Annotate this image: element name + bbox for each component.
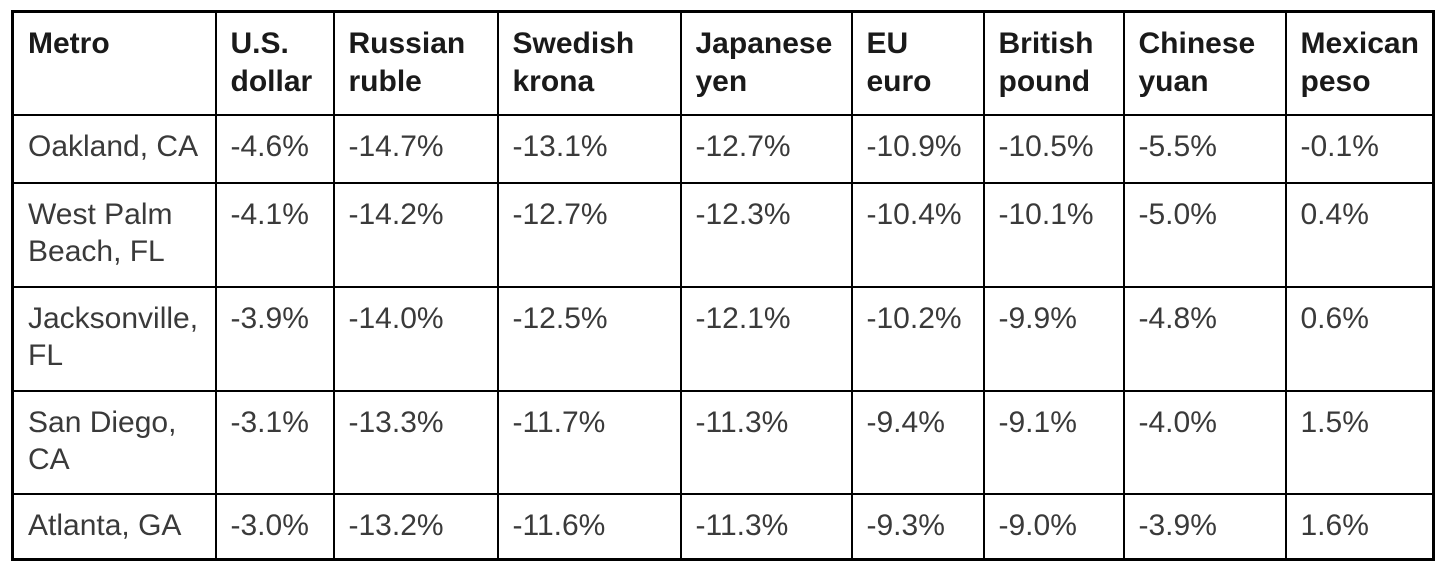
column-header-mexican-peso: Mexican peso: [1284, 10, 1435, 116]
value-cell: -10.5%: [982, 113, 1125, 184]
value-cell: 1.6%: [1284, 492, 1435, 561]
value-cell: -13.2%: [332, 492, 499, 561]
value-cell: -14.7%: [332, 113, 499, 184]
value-cell: -4.6%: [214, 113, 335, 184]
value-cell: -14.2%: [332, 181, 499, 288]
metro-currency-table: Metro U.S. dollar Russian ruble Swedish …: [11, 10, 1435, 561]
table-row: West Palm Beach, FL -4.1% -14.2% -12.7% …: [11, 181, 1435, 288]
value-cell: -12.7%: [496, 181, 682, 288]
value-cell: -5.5%: [1122, 113, 1287, 184]
metro-cell: West Palm Beach, FL: [11, 181, 217, 288]
value-cell: -14.0%: [332, 285, 499, 392]
value-cell: -5.0%: [1122, 181, 1287, 288]
value-cell: -3.9%: [1122, 492, 1287, 561]
value-cell: -11.7%: [496, 389, 682, 495]
value-cell: -10.2%: [850, 285, 985, 392]
value-cell: -3.1%: [214, 389, 335, 495]
metro-cell: San Diego, CA: [11, 389, 217, 495]
column-header-japanese-yen: Japanese yen: [679, 10, 853, 116]
header-row: Metro U.S. dollar Russian ruble Swedish …: [11, 10, 1435, 116]
value-cell: -12.7%: [679, 113, 853, 184]
value-cell: -9.9%: [982, 285, 1125, 392]
value-cell: -4.1%: [214, 181, 335, 288]
value-cell: -13.1%: [496, 113, 682, 184]
table-row: Jacksonville, FL -3.9% -14.0% -12.5% -12…: [11, 285, 1435, 392]
value-cell: -3.9%: [214, 285, 335, 392]
column-header-chinese-yuan: Chinese yuan: [1122, 10, 1287, 116]
value-cell: -9.4%: [850, 389, 985, 495]
value-cell: -10.9%: [850, 113, 985, 184]
value-cell: -13.3%: [332, 389, 499, 495]
value-cell: -11.3%: [679, 389, 853, 495]
value-cell: -10.4%: [850, 181, 985, 288]
value-cell: -3.0%: [214, 492, 335, 561]
value-cell: -11.6%: [496, 492, 682, 561]
value-cell: -9.0%: [982, 492, 1125, 561]
value-cell: 1.5%: [1284, 389, 1435, 495]
value-cell: -4.0%: [1122, 389, 1287, 495]
value-cell: -12.5%: [496, 285, 682, 392]
column-header-us-dollar: U.S. dollar: [214, 10, 335, 116]
table-row: San Diego, CA -3.1% -13.3% -11.7% -11.3%…: [11, 389, 1435, 495]
column-header-russian-ruble: Russian ruble: [332, 10, 499, 116]
value-cell: -0.1%: [1284, 113, 1435, 184]
value-cell: -12.1%: [679, 285, 853, 392]
value-cell: -10.1%: [982, 181, 1125, 288]
column-header-swedish-krona: Swedish krona: [496, 10, 682, 116]
column-header-eu-euro: EU euro: [850, 10, 985, 116]
column-header-british-pound: British pound: [982, 10, 1125, 116]
metro-cell: Atlanta, GA: [11, 492, 217, 561]
value-cell: -12.3%: [679, 181, 853, 288]
metro-cell: Jacksonville, FL: [11, 285, 217, 392]
value-cell: -4.8%: [1122, 285, 1287, 392]
value-cell: 0.6%: [1284, 285, 1435, 392]
column-header-metro: Metro: [11, 10, 217, 116]
table-row: Atlanta, GA -3.0% -13.2% -11.6% -11.3% -…: [11, 492, 1435, 561]
value-cell: 0.4%: [1284, 181, 1435, 288]
value-cell: -9.1%: [982, 389, 1125, 495]
table-row: Oakland, CA -4.6% -14.7% -13.1% -12.7% -…: [11, 113, 1435, 184]
metro-cell: Oakland, CA: [11, 113, 217, 184]
value-cell: -9.3%: [850, 492, 985, 561]
value-cell: -11.3%: [679, 492, 853, 561]
